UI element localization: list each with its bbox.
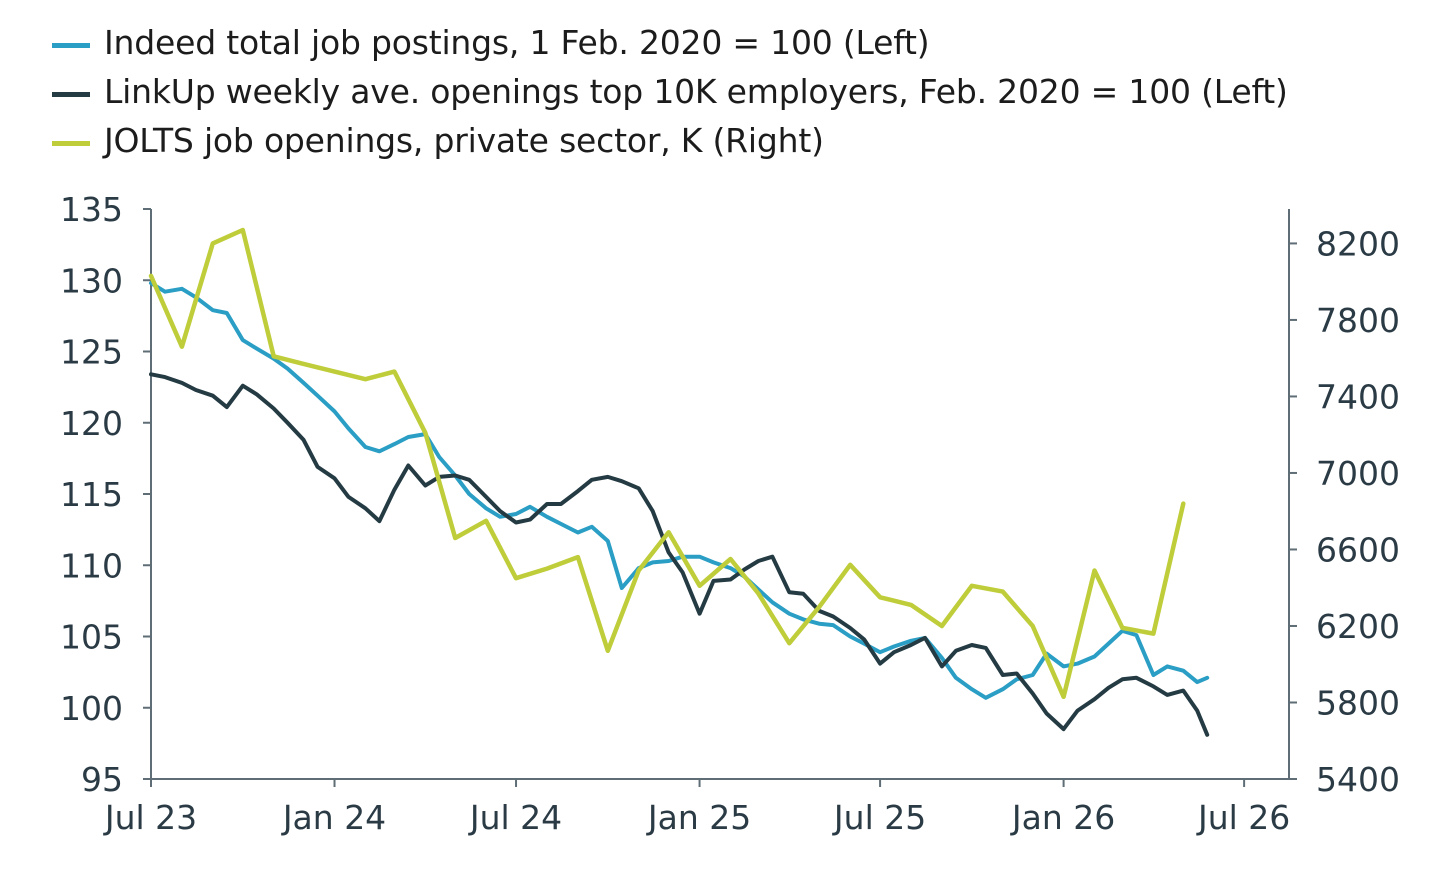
x-tick-label: Jan 25: [646, 798, 751, 837]
right-tick-label: 5400: [1316, 760, 1400, 799]
left-tick-label: 120: [60, 404, 123, 443]
right-tick-label: 6600: [1316, 530, 1400, 569]
chart-legend: Indeed total job postings, 1 Feb. 2020 =…: [52, 18, 1288, 165]
right-tick-label: 7000: [1316, 454, 1400, 493]
indeed-series-line: [149, 281, 1210, 700]
legend-label-indeed: Indeed total job postings, 1 Feb. 2020 =…: [104, 23, 930, 62]
left-tick-label: 110: [60, 546, 123, 585]
legend-swatch-jolts: [52, 141, 90, 146]
left-tick-label: 115: [60, 475, 123, 514]
x-tick-label: Jan 24: [281, 798, 386, 837]
left-tick-label: 135: [60, 190, 123, 229]
legend-swatch-linkup: [52, 92, 90, 97]
legend-label-jolts: JOLTS job openings, private sector, K (R…: [104, 121, 824, 160]
left-tick-label: 105: [60, 618, 123, 657]
right-tick-label: 7400: [1316, 377, 1400, 416]
x-tick-label: Jul 25: [832, 798, 926, 837]
legend-swatch-indeed: [52, 43, 90, 48]
legend-item-linkup: LinkUp weekly ave. openings top 10K empl…: [52, 67, 1288, 116]
left-tick-label: 100: [60, 689, 123, 728]
left-tick-label: 95: [81, 760, 123, 799]
chart-axes: 95 100 105 110 115 120 125 130 135 5400 5800 6200 66…: [60, 190, 1400, 837]
jolts-series-line: [148, 227, 1186, 700]
right-tick-label: 5800: [1316, 683, 1400, 722]
x-tick-label: Jul 23: [103, 798, 197, 837]
right-tick-label: 6200: [1316, 607, 1400, 646]
left-tick-label: 125: [60, 333, 123, 372]
legend-label-linkup: LinkUp weekly ave. openings top 10K empl…: [104, 72, 1288, 111]
legend-item-indeed: Indeed total job postings, 1 Feb. 2020 =…: [52, 18, 1288, 67]
left-tick-label: 130: [60, 261, 123, 300]
linkup-series-line: [149, 372, 1210, 737]
right-tick-label: 7800: [1316, 301, 1400, 340]
legend-item-jolts: JOLTS job openings, private sector, K (R…: [52, 116, 1288, 165]
chart-series: [148, 227, 1210, 737]
x-tick-label: Jan 26: [1010, 798, 1115, 837]
x-tick-label: Jul 26: [1196, 798, 1290, 837]
right-tick-label: 8200: [1316, 224, 1400, 263]
x-tick-label: Jul 24: [468, 798, 562, 837]
